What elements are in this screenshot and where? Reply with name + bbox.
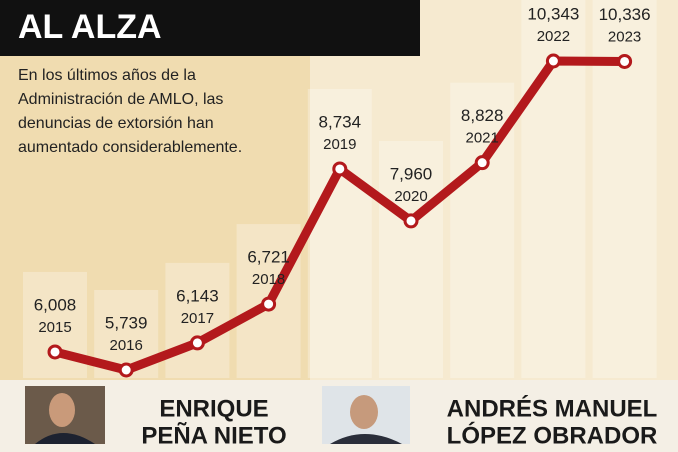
point	[474, 155, 490, 171]
value-label: 7,960	[390, 164, 433, 183]
value-label: 8,734	[319, 112, 362, 131]
point	[332, 161, 348, 177]
column-bg	[165, 262, 230, 378]
person-name: ANDRÉS MANUEL	[447, 394, 658, 422]
description-line: denuncias de extorsión han	[18, 115, 214, 132]
year-label: 2016	[110, 337, 143, 354]
person-name: PEÑA NIETO	[141, 421, 286, 449]
description-line: En los últimos años de la	[18, 67, 196, 84]
year-label: 2020	[394, 188, 427, 205]
value-label: 10,343	[527, 4, 579, 23]
year-label: 2015	[38, 319, 71, 336]
left-background	[0, 0, 310, 380]
year-label: 2019	[323, 136, 356, 153]
year-label: 2018	[252, 271, 285, 288]
point	[47, 344, 63, 360]
photo-right	[322, 386, 410, 444]
value-label: 6,143	[176, 286, 219, 305]
point	[118, 362, 134, 378]
value-label: 10,336	[599, 5, 651, 24]
person-name: LÓPEZ OBRADOR	[447, 421, 658, 449]
year-label: 2022	[537, 28, 570, 45]
column-bg	[307, 88, 372, 378]
column-bg	[379, 140, 443, 378]
description-line: aumentado considerablemente.	[18, 139, 242, 156]
title-band	[0, 0, 420, 56]
chart-title: AL ALZA	[18, 8, 162, 46]
point	[403, 213, 419, 229]
value-label: 6,721	[247, 248, 290, 267]
person-name: ENRIQUE	[159, 395, 268, 422]
point	[261, 296, 277, 312]
value-label: 8,828	[461, 106, 504, 125]
year-label: 2017	[181, 310, 214, 327]
value-label: 6,008	[34, 295, 77, 314]
point	[617, 53, 633, 69]
year-label: 2023	[608, 28, 641, 45]
description-line: Administración de AMLO, las	[18, 91, 223, 108]
point	[545, 53, 561, 69]
year-label: 2021	[466, 130, 499, 147]
value-label: 5,739	[105, 313, 148, 332]
photo-left	[25, 386, 105, 444]
point	[189, 335, 205, 351]
